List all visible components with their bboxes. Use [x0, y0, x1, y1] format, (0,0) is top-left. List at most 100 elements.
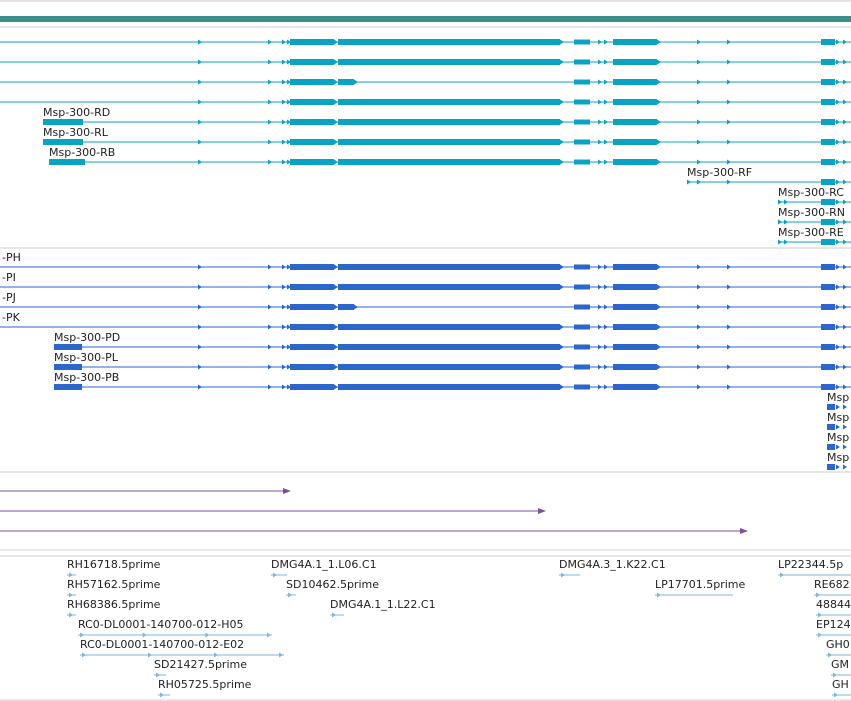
direction-arrow: [778, 199, 782, 205]
exon-tip: [560, 344, 564, 350]
direction-arrow: [604, 79, 608, 85]
exon: [574, 79, 590, 85]
exon-tip: [657, 304, 661, 310]
est-arrow: [288, 592, 292, 598]
est-label: RC0-DL0001-140700-012-E02: [80, 638, 244, 651]
direction-arrow: [836, 199, 840, 205]
exon-tip: [657, 39, 661, 45]
direction-arrow: [604, 384, 608, 390]
direction-arrow: [198, 264, 202, 270]
transcript-label: Msp: [827, 431, 849, 444]
direction-arrow: [697, 79, 701, 85]
exon: [338, 59, 560, 65]
exon-tip: [334, 304, 338, 310]
direction-arrow: [727, 139, 731, 145]
direction-arrow: [282, 364, 286, 370]
direction-arrow: [697, 179, 701, 185]
direction-arrow: [287, 264, 291, 270]
exon: [821, 324, 835, 330]
exon: [338, 119, 560, 125]
direction-arrow: [727, 384, 731, 390]
direction-arrow: [843, 39, 847, 45]
direction-arrow: [697, 324, 701, 330]
transcript-label: Msp-300-RC: [778, 186, 844, 199]
est-arrow: [80, 632, 84, 638]
exon: [821, 159, 835, 165]
exon: [821, 39, 835, 45]
exon: [290, 384, 334, 390]
exon-tip: [334, 344, 338, 350]
direction-arrow: [697, 39, 701, 45]
direction-arrow: [282, 324, 286, 330]
exon-tip: [334, 159, 338, 165]
exon: [290, 139, 334, 145]
direction-arrow: [287, 384, 291, 390]
est-arrow: [82, 652, 86, 658]
direction-arrow: [287, 159, 291, 165]
direction-arrow: [727, 324, 731, 330]
direction-arrow: [268, 264, 272, 270]
est-arrow: [657, 592, 661, 598]
direction-arrow: [268, 59, 272, 65]
exon: [338, 384, 560, 390]
direction-arrow: [778, 239, 782, 245]
exon: [574, 364, 590, 370]
direction-arrow: [843, 99, 847, 105]
est-arrow: [818, 632, 822, 638]
exon: [827, 444, 835, 450]
est-label: GH0: [826, 638, 850, 651]
exon: [574, 304, 590, 310]
exon: [574, 59, 590, 65]
est-label: 48844: [816, 598, 851, 611]
exon: [574, 99, 590, 105]
est-label: DMG4A.1_1.L06.C1: [271, 558, 377, 571]
direction-arrow: [843, 364, 847, 370]
exon-tip: [334, 284, 338, 290]
direction-arrow: [836, 179, 840, 185]
exon: [43, 139, 83, 145]
direction-arrow: [843, 139, 847, 145]
est-arrow: [273, 572, 277, 578]
exon: [574, 39, 590, 45]
exon-tip: [560, 99, 564, 105]
direction-arrow: [843, 304, 847, 310]
direction-arrow: [843, 384, 847, 390]
exon: [290, 284, 334, 290]
exon-tip: [334, 59, 338, 65]
est-arrow: [332, 612, 336, 618]
direction-arrow: [287, 364, 291, 370]
direction-arrow: [198, 159, 202, 165]
transcript-label: Msp-300-RB: [49, 146, 115, 159]
direction-arrow: [268, 139, 272, 145]
direction-arrow: [697, 99, 701, 105]
exon: [613, 119, 657, 125]
transcript-label: Msp: [827, 451, 849, 464]
direction-arrow: [598, 139, 602, 145]
exon-tip: [334, 364, 338, 370]
direction-arrow: [198, 139, 202, 145]
est-label: RH05725.5prime: [158, 678, 252, 691]
transcript-label: Msp-300-RN: [778, 206, 845, 219]
exon: [54, 364, 82, 370]
exon-tip: [334, 264, 338, 270]
direction-arrow: [282, 264, 286, 270]
direction-arrow: [282, 344, 286, 350]
exon: [827, 404, 835, 410]
transcript-label: -PI: [2, 271, 16, 284]
direction-arrow: [697, 59, 701, 65]
exon: [821, 304, 835, 310]
direction-arrow: [598, 39, 602, 45]
exon: [338, 39, 560, 45]
direction-arrow: [287, 119, 291, 125]
direction-arrow: [727, 59, 731, 65]
insertion-marker: [740, 528, 748, 534]
est-arrow: [834, 692, 838, 698]
direction-arrow: [697, 344, 701, 350]
direction-arrow: [697, 264, 701, 270]
direction-arrow: [727, 364, 731, 370]
transcript-label: Msp-300-PL: [54, 351, 119, 364]
direction-arrow: [836, 284, 840, 290]
direction-arrow: [282, 119, 286, 125]
